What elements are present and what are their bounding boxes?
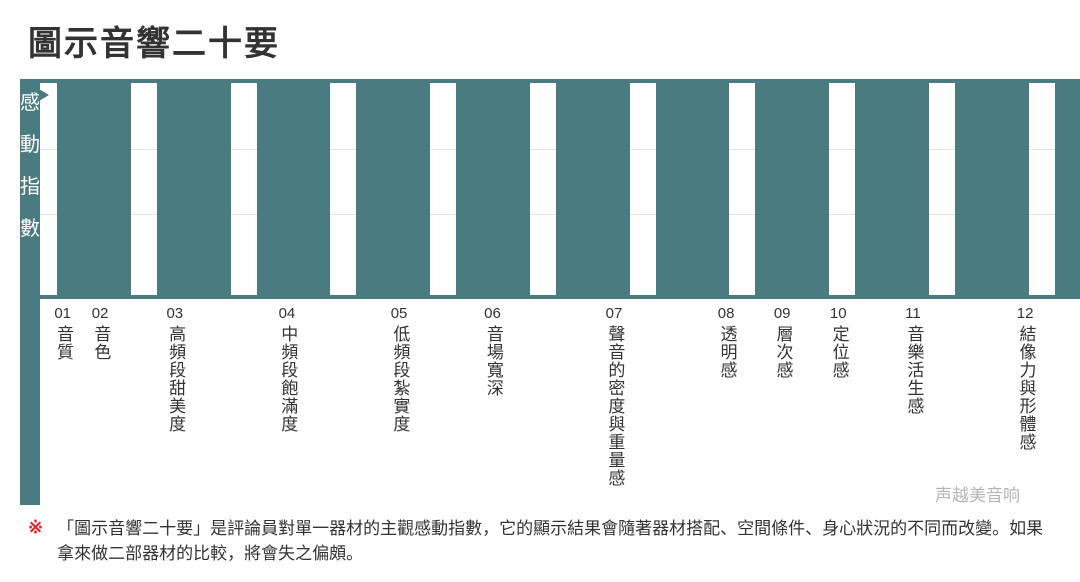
x-axis-label-number: 09	[774, 305, 791, 323]
x-axis-label: 07 聲音的密度與重量感	[530, 305, 698, 505]
bar	[57, 83, 131, 295]
bar-slot	[443, 83, 543, 295]
x-axis-label-text: 透明感	[717, 325, 736, 379]
x-axis-label-number: 01	[54, 305, 71, 323]
x-axis-label: 01 音質	[44, 305, 81, 505]
bar	[955, 83, 1029, 295]
x-axis-label-number: 11	[905, 305, 921, 323]
plot-area	[40, 79, 1080, 299]
plot-column: 01 音質 02 音色 03 高頻段甜美度 04 中頻段飽滿度 05 低頻段紮實度 06 音場寬深 07…	[40, 79, 1080, 505]
bar	[755, 83, 829, 295]
x-axis-label-text: 低頻段紮實度	[390, 325, 409, 433]
x-axis-label-text: 聲音的密度與重量感	[605, 325, 624, 487]
x-axis-label-number: 05	[391, 305, 408, 323]
x-axis-label: 10 定位感	[810, 305, 866, 505]
x-axis-label-number: 10	[830, 305, 847, 323]
footnote-mark: ※	[28, 517, 43, 566]
x-axis-label-text: 層次感	[773, 325, 792, 379]
bar-slot	[942, 83, 1042, 295]
x-axis-label-number: 07	[606, 305, 623, 323]
bar	[556, 83, 630, 295]
x-axis-label-number: 03	[166, 305, 183, 323]
x-axis-label-text: 高頻段甜美度	[165, 325, 184, 433]
bar	[656, 83, 730, 295]
bar	[1055, 83, 1080, 295]
x-axis-label-text: 音色	[91, 325, 110, 361]
y-axis-char: 動	[20, 135, 40, 155]
y-axis-char: 指	[20, 177, 40, 197]
bar-slot	[842, 83, 942, 295]
y-axis-char: 數	[20, 219, 40, 239]
x-axis-label-text: 音質	[53, 325, 72, 361]
bar	[456, 83, 530, 295]
bar	[157, 83, 231, 295]
x-axis-label-text: 結像力與形體感	[1016, 325, 1035, 451]
x-axis-label: 03 高頻段甜美度	[119, 305, 231, 505]
bar-slot	[643, 83, 743, 295]
x-axis-label-text: 中頻段飽滿度	[278, 325, 297, 433]
chart-title: 圖示音響二十要	[28, 16, 1060, 65]
x-axis-label: 11 音樂活生感	[866, 305, 959, 505]
x-axis-label-number: 08	[718, 305, 735, 323]
footnote: ※ 「圖示音響二十要」是評論員對單一器材的主觀感動指數，它的顯示結果會隨著器材搭…	[20, 517, 1060, 566]
bar-slot	[44, 83, 144, 295]
bar-slot	[144, 83, 244, 295]
bar	[855, 83, 929, 295]
bar-slot	[543, 83, 643, 295]
bar-slot	[343, 83, 443, 295]
x-axis-label-text: 音場寬深	[483, 325, 502, 397]
x-axis-label: 12 結像力與形體感	[960, 305, 1080, 505]
bar	[356, 83, 430, 295]
bar-slot	[1042, 83, 1080, 295]
x-axis-label-number: 02	[92, 305, 109, 323]
x-axis-label: 08 透明感	[698, 305, 754, 505]
y-axis-char: 感	[20, 93, 40, 113]
x-axis-label: 06 音場寬深	[455, 305, 530, 505]
y-axis-label: 感 動 指 數	[20, 79, 40, 505]
bar	[257, 83, 331, 295]
bar-slot	[244, 83, 344, 295]
x-axis-label: 05 低頻段紮實度	[343, 305, 455, 505]
page-root: 圖示音響二十要 感 動 指 數 01 音質 02 音色 03 高頻段甜美度 04 中頻段飽滿度…	[20, 16, 1060, 566]
x-axis-label: 04 中頻段飽滿度	[231, 305, 343, 505]
x-axis-label: 02 音色	[81, 305, 118, 505]
x-axis-label-number: 04	[279, 305, 296, 323]
x-axis-label-text: 音樂活生感	[904, 325, 923, 415]
footnote-text: 「圖示音響二十要」是評論員對單一器材的主觀感動指數，它的顯示結果會隨著器材搭配、…	[57, 517, 1052, 566]
chart-container: 感 動 指 數 01 音質 02 音色 03 高頻段甜美度 04 中頻段飽滿度 05 低頻段紮實度…	[20, 79, 1060, 505]
x-axis-labels: 01 音質 02 音色 03 高頻段甜美度 04 中頻段飽滿度 05 低頻段紮實度 06 音場寬深 07…	[40, 299, 1080, 505]
x-axis-label: 09 層次感	[754, 305, 810, 505]
x-axis-label-number: 12	[1017, 305, 1034, 323]
bar-slot	[742, 83, 842, 295]
x-axis-label-number: 06	[484, 305, 501, 323]
x-axis-label-text: 定位感	[829, 325, 848, 379]
